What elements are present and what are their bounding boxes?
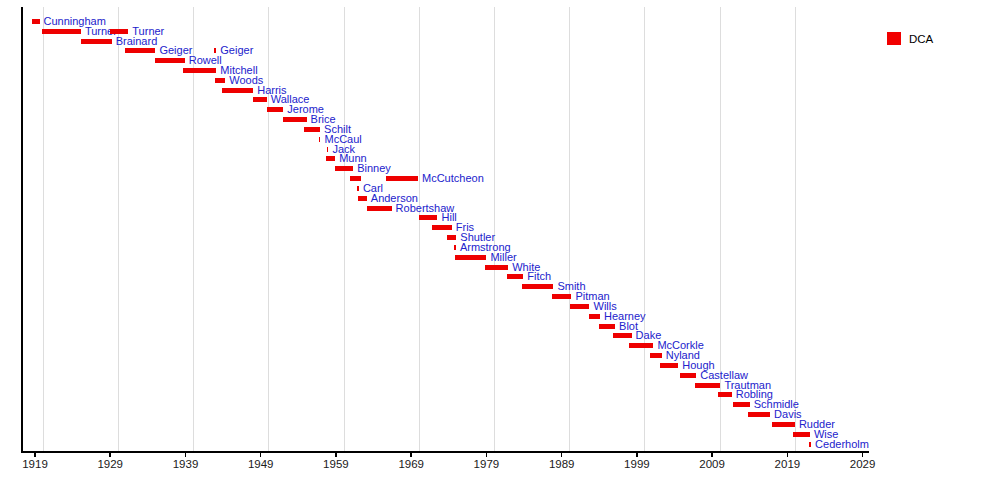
tenure-bar-binney	[335, 166, 353, 171]
legend-dca-swatch	[887, 32, 901, 45]
gridline-1990	[569, 7, 570, 452]
tenure-label: Brainard	[116, 36, 158, 47]
gridline-2000	[644, 7, 645, 452]
tenure-label: Binney	[357, 163, 391, 174]
tenure-bar-mccutcheon	[350, 176, 361, 181]
tenure-label: Fitch	[527, 271, 551, 282]
x-axis-spine	[21, 451, 869, 453]
tenure-bar-brice	[283, 117, 306, 122]
gridline-1970	[419, 7, 420, 452]
tenure-bar-shutler	[447, 235, 457, 240]
tenure-bar-hearney	[589, 314, 600, 319]
tenure-bar-cederholm	[809, 442, 811, 447]
x-tick-label-1919: 1919	[22, 458, 48, 470]
tenure-bar-fitch	[507, 274, 524, 279]
tenure-bar-carl	[357, 186, 359, 191]
x-tick-label-1969: 1969	[398, 458, 424, 470]
tenure-bar-cunningham	[32, 19, 40, 24]
tenure-label: Hill	[442, 212, 457, 223]
tenure-bar-smith	[522, 284, 554, 289]
tenure-bar-fris	[432, 225, 452, 230]
gridline-1930	[118, 7, 119, 452]
gridline-1950	[268, 7, 269, 452]
tenure-label: Cederholm	[815, 439, 869, 450]
gridline-1980	[494, 7, 495, 452]
tenure-bar-geiger	[214, 48, 216, 53]
tenure-bar-anderson	[358, 196, 367, 201]
tenure-bar-mccorkle	[629, 343, 653, 348]
x-tick-label-2009: 2009	[699, 458, 725, 470]
tenure-bar-robertshaw	[367, 206, 392, 211]
tenure-bar-woods	[215, 78, 226, 83]
tenure-bar-dake	[613, 333, 632, 338]
tenure-bar-rowell	[155, 58, 184, 63]
tenure-bar-castellaw	[680, 373, 697, 378]
x-tick-label-1949: 1949	[248, 458, 274, 470]
gridline-1960	[344, 7, 345, 452]
tenure-bar-hill	[419, 215, 438, 220]
tenure-bar-wills	[570, 304, 590, 309]
tenure-bar-pitman	[552, 294, 572, 299]
tenure-label: Geiger	[159, 45, 192, 56]
x-tick-label-1929: 1929	[97, 458, 123, 470]
tenure-bar-wise	[793, 432, 810, 437]
tenure-bar-rudder	[772, 422, 795, 427]
tenure-bar-armstrong	[454, 245, 456, 250]
x-tick-label-1939: 1939	[173, 458, 199, 470]
tenure-bar-mccaul	[319, 137, 321, 142]
tenure-bar-trautman	[695, 383, 721, 388]
tenure-bar-munn	[326, 156, 335, 161]
x-tick-label-2019: 2019	[775, 458, 801, 470]
x-tick-1969	[410, 452, 412, 457]
x-tick-label-1959: 1959	[323, 458, 349, 470]
x-tick-1949	[260, 452, 262, 457]
tenure-bar-davis	[748, 412, 770, 417]
tenure-label: McCutcheon	[422, 173, 484, 184]
x-tick-label-2029: 2029	[850, 458, 876, 470]
x-tick-1939	[185, 452, 187, 457]
tenure-bar-mitchell	[183, 68, 216, 73]
x-tick-1999	[636, 452, 638, 457]
legend-dca-label: DCA	[909, 33, 933, 45]
gridline-2020	[795, 7, 796, 452]
gantt-chart: CunninghamTurnerTurnerBrainardGeigerGeig…	[0, 0, 1000, 500]
tenure-label: Geiger	[220, 45, 253, 56]
tenure-bar-schmidle	[733, 402, 750, 407]
tenure-label: Davis	[774, 409, 802, 420]
x-tick-1979	[486, 452, 488, 457]
x-tick-1959	[335, 452, 337, 457]
tenure-bar-jerome	[267, 107, 284, 112]
tenure-bar-robling	[718, 392, 732, 397]
x-tick-2009	[711, 452, 713, 457]
tenure-bar-miller	[455, 255, 487, 260]
tenure-bar-nyland	[650, 353, 662, 358]
tenure-bar-wallace	[253, 97, 267, 102]
x-tick-1989	[561, 452, 563, 457]
gridline-1920	[43, 7, 44, 452]
x-tick-2019	[787, 452, 789, 457]
tenure-bar-white	[485, 265, 508, 270]
y-axis-spine	[21, 7, 23, 453]
gridline-1940	[193, 7, 194, 452]
tenure-bar-brainard	[81, 39, 112, 44]
x-tick-label-1979: 1979	[474, 458, 500, 470]
x-tick-1929	[109, 452, 111, 457]
x-tick-label-1989: 1989	[549, 458, 575, 470]
tenure-bar-jack	[327, 147, 329, 152]
tenure-bar-turner	[110, 29, 128, 34]
tenure-bar-turner	[42, 29, 81, 34]
tenure-bar-blot	[599, 324, 616, 329]
x-tick-2029	[862, 452, 864, 457]
tenure-bar-mccutcheon	[386, 176, 418, 181]
x-tick-label-1999: 1999	[624, 458, 650, 470]
tenure-bar-geiger	[125, 48, 155, 53]
tenure-label: Rowell	[189, 55, 222, 66]
tenure-bar-harris	[222, 88, 253, 93]
tenure-bar-schilt	[304, 127, 320, 132]
tenure-bar-hough	[660, 363, 679, 368]
x-tick-1919	[34, 452, 36, 457]
